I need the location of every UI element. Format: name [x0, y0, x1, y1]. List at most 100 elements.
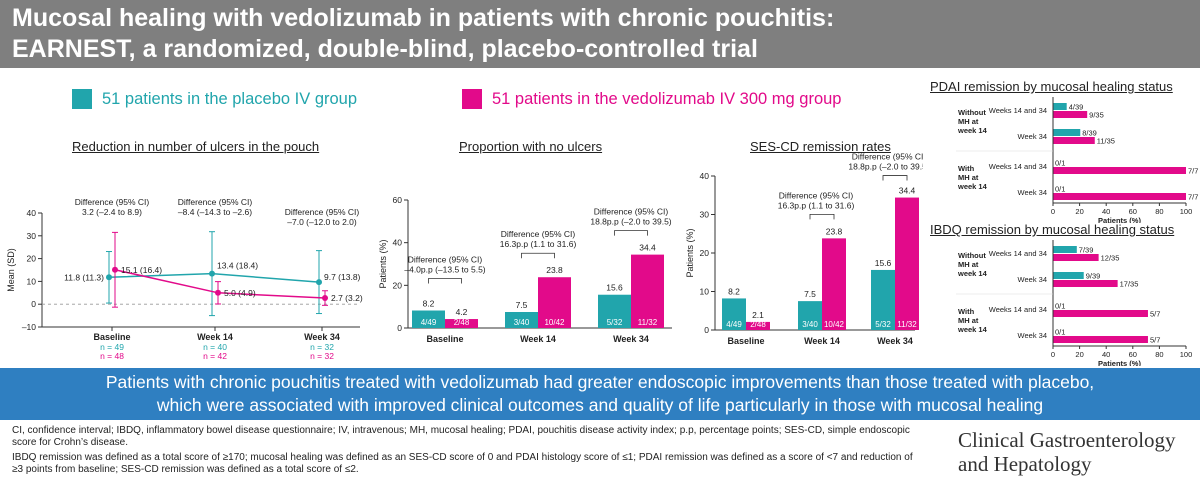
- difference-label: Difference (95% CI): [75, 197, 150, 207]
- difference-value: –7.0 (–12.0 to 2.0): [287, 217, 357, 227]
- legend-label-placebo: 51 patients in the placebo IV group: [102, 89, 358, 108]
- vedolizumab-bar-count: 17/35: [1120, 280, 1139, 289]
- vedolizumab-bar: [1053, 310, 1148, 317]
- vedolizumab-n-label: n = 48: [100, 351, 124, 361]
- placebo-bar-count: 7/39: [1079, 246, 1094, 255]
- difference-label: Difference (95% CI): [285, 207, 360, 217]
- x-tick-label: 60: [1129, 207, 1137, 216]
- difference-bracket: [521, 252, 555, 259]
- group-label: With: [958, 307, 975, 316]
- legend-swatch-placebo: [72, 89, 92, 109]
- row-label: Week 34: [1018, 331, 1047, 340]
- group-label: Without: [958, 251, 986, 260]
- x-tick-label: 40: [1102, 207, 1110, 216]
- group-label: week 14: [957, 269, 988, 278]
- footnote-line-2: score for Crohn’s disease.: [12, 437, 128, 448]
- difference-value: 16.3p.p (1.1 to 31.6): [778, 200, 855, 210]
- vedolizumab-bar: [1053, 336, 1148, 343]
- vedolizumab-bar-count: 2/48: [750, 320, 766, 329]
- y-tick-label: 60: [393, 195, 403, 205]
- y-axis-label: Patients (%): [378, 239, 388, 288]
- footnote-line-1: CI, confidence interval; IBDQ, inflammat…: [12, 425, 910, 436]
- y-tick-label: 40: [27, 208, 37, 218]
- vedolizumab-bar: [1053, 137, 1095, 144]
- y-tick-label: –10: [22, 322, 36, 332]
- vedolizumab-bar: [1053, 280, 1118, 287]
- y-tick-label: 30: [27, 231, 37, 241]
- x-axis-label: Patients (%): [1098, 216, 1141, 223]
- ulcer-chart-title: Reduction in number of ulcers in the pou…: [72, 139, 320, 154]
- ibdq-chart-title: IBDQ remission by mucosal healing status: [930, 222, 1175, 237]
- vedolizumab-bar-value: 34.4: [639, 243, 656, 253]
- vedolizumab-bar: [631, 254, 664, 328]
- group-label: week 14: [957, 182, 988, 191]
- x-tick-label: Week 34: [613, 334, 649, 344]
- sescd-chart-title: SES-CD remission rates: [750, 139, 891, 154]
- placebo-bar-value: 15.6: [606, 283, 623, 293]
- placebo-bar-value: 7.5: [516, 300, 528, 310]
- difference-label: Difference (95% CI): [501, 229, 576, 239]
- y-tick-label: 10: [27, 276, 37, 286]
- x-tick-label: 20: [1075, 350, 1083, 359]
- sescd-remission-chart: 0 10 20 30 40 Patients (%) Baseline Week 14 Week…: [685, 152, 923, 346]
- group-label: Without: [958, 108, 986, 117]
- difference-label: Difference (95% CI): [178, 197, 253, 207]
- vedolizumab-bar: [1053, 254, 1099, 261]
- y-tick-label: 30: [700, 210, 710, 220]
- placebo-bar-count: 4/49: [421, 318, 437, 327]
- pdai-chart-title: PDAI remission by mucosal healing status: [930, 79, 1173, 94]
- difference-label: Difference (95% CI): [408, 255, 483, 265]
- legend-swatch-vedolizumab: [462, 89, 482, 109]
- vedolizumab-bar-count: 11/32: [897, 320, 917, 329]
- vedolizumab-bar-count: 9/35: [1089, 111, 1104, 120]
- x-tick-label: Baseline: [93, 332, 130, 342]
- difference-value: 16.3p.p (1.1 to 31.6): [500, 239, 577, 249]
- row-label: Week 34: [1018, 132, 1047, 141]
- difference-value: –4.0p.p (–13.5 to 5.5): [404, 265, 485, 275]
- group-label: MH at: [958, 316, 979, 325]
- row-label: Week 34: [1018, 275, 1047, 284]
- y-tick-label: 20: [27, 254, 37, 264]
- title-line-1: Mucosal healing with vedolizumab in pati…: [12, 4, 835, 32]
- row-label: Weeks 14 and 34: [989, 249, 1047, 258]
- vedolizumab-point: [322, 295, 328, 302]
- placebo-bar-count: 0/1: [1055, 159, 1065, 168]
- footnote-line-4: ≥3 points from baseline; SES-CD remissio…: [12, 464, 359, 475]
- y-tick-label: 10: [700, 287, 710, 297]
- x-tick-label: Week 34: [304, 332, 340, 342]
- placebo-bar: [722, 298, 746, 330]
- placebo-bar-count: 8/39: [1082, 129, 1097, 138]
- placebo-bar-count: 4/39: [1069, 103, 1084, 112]
- placebo-bar-count: 5/32: [607, 318, 623, 327]
- placebo-point: [316, 279, 322, 286]
- vedolizumab-bar: [445, 319, 478, 328]
- vedolizumab-bar-count: 12/35: [1101, 254, 1120, 263]
- x-tick-label: Week 34: [877, 336, 913, 346]
- y-tick-label: 0: [31, 299, 36, 309]
- placebo-bar: [798, 301, 822, 330]
- row-label: Weeks 14 and 34: [989, 106, 1047, 115]
- x-tick-label: Baseline: [426, 334, 463, 344]
- journal-name-line-2: and Hepatology: [958, 452, 1092, 476]
- vedolizumab-bar-value: 23.8: [546, 265, 563, 275]
- difference-label: Difference (95% CI): [779, 190, 854, 200]
- x-tick-label: 80: [1155, 350, 1163, 359]
- x-tick-label: 80: [1155, 207, 1163, 216]
- placebo-bar-count: 3/40: [802, 320, 818, 329]
- difference-bracket: [809, 213, 835, 220]
- y-tick-label: 40: [700, 171, 710, 181]
- group-label: MH at: [958, 260, 979, 269]
- x-tick-label: Week 14: [197, 332, 233, 342]
- vedolizumab-bar: [895, 197, 919, 330]
- placebo-bar: [1053, 129, 1081, 136]
- placebo-bar: [412, 310, 445, 328]
- vedolizumab-bar-count: 11/35: [1097, 137, 1115, 146]
- ulcer-reduction-chart: –10 0 10 20 30 40 Mean (SD) Baseline Week 14 Week…: [6, 197, 363, 361]
- title-line-2: EARNEST, a randomized, double-blind, pla…: [12, 35, 758, 63]
- vedolizumab-bar-count: 5/7: [1150, 310, 1160, 319]
- placebo-bar-count: 5/32: [875, 320, 891, 329]
- difference-value: 18.8p.p (–2.0 to 39.5): [590, 217, 671, 227]
- placebo-bar: [1053, 103, 1067, 110]
- footnote-line-3: IBDQ remission was defined as a total sc…: [12, 452, 913, 463]
